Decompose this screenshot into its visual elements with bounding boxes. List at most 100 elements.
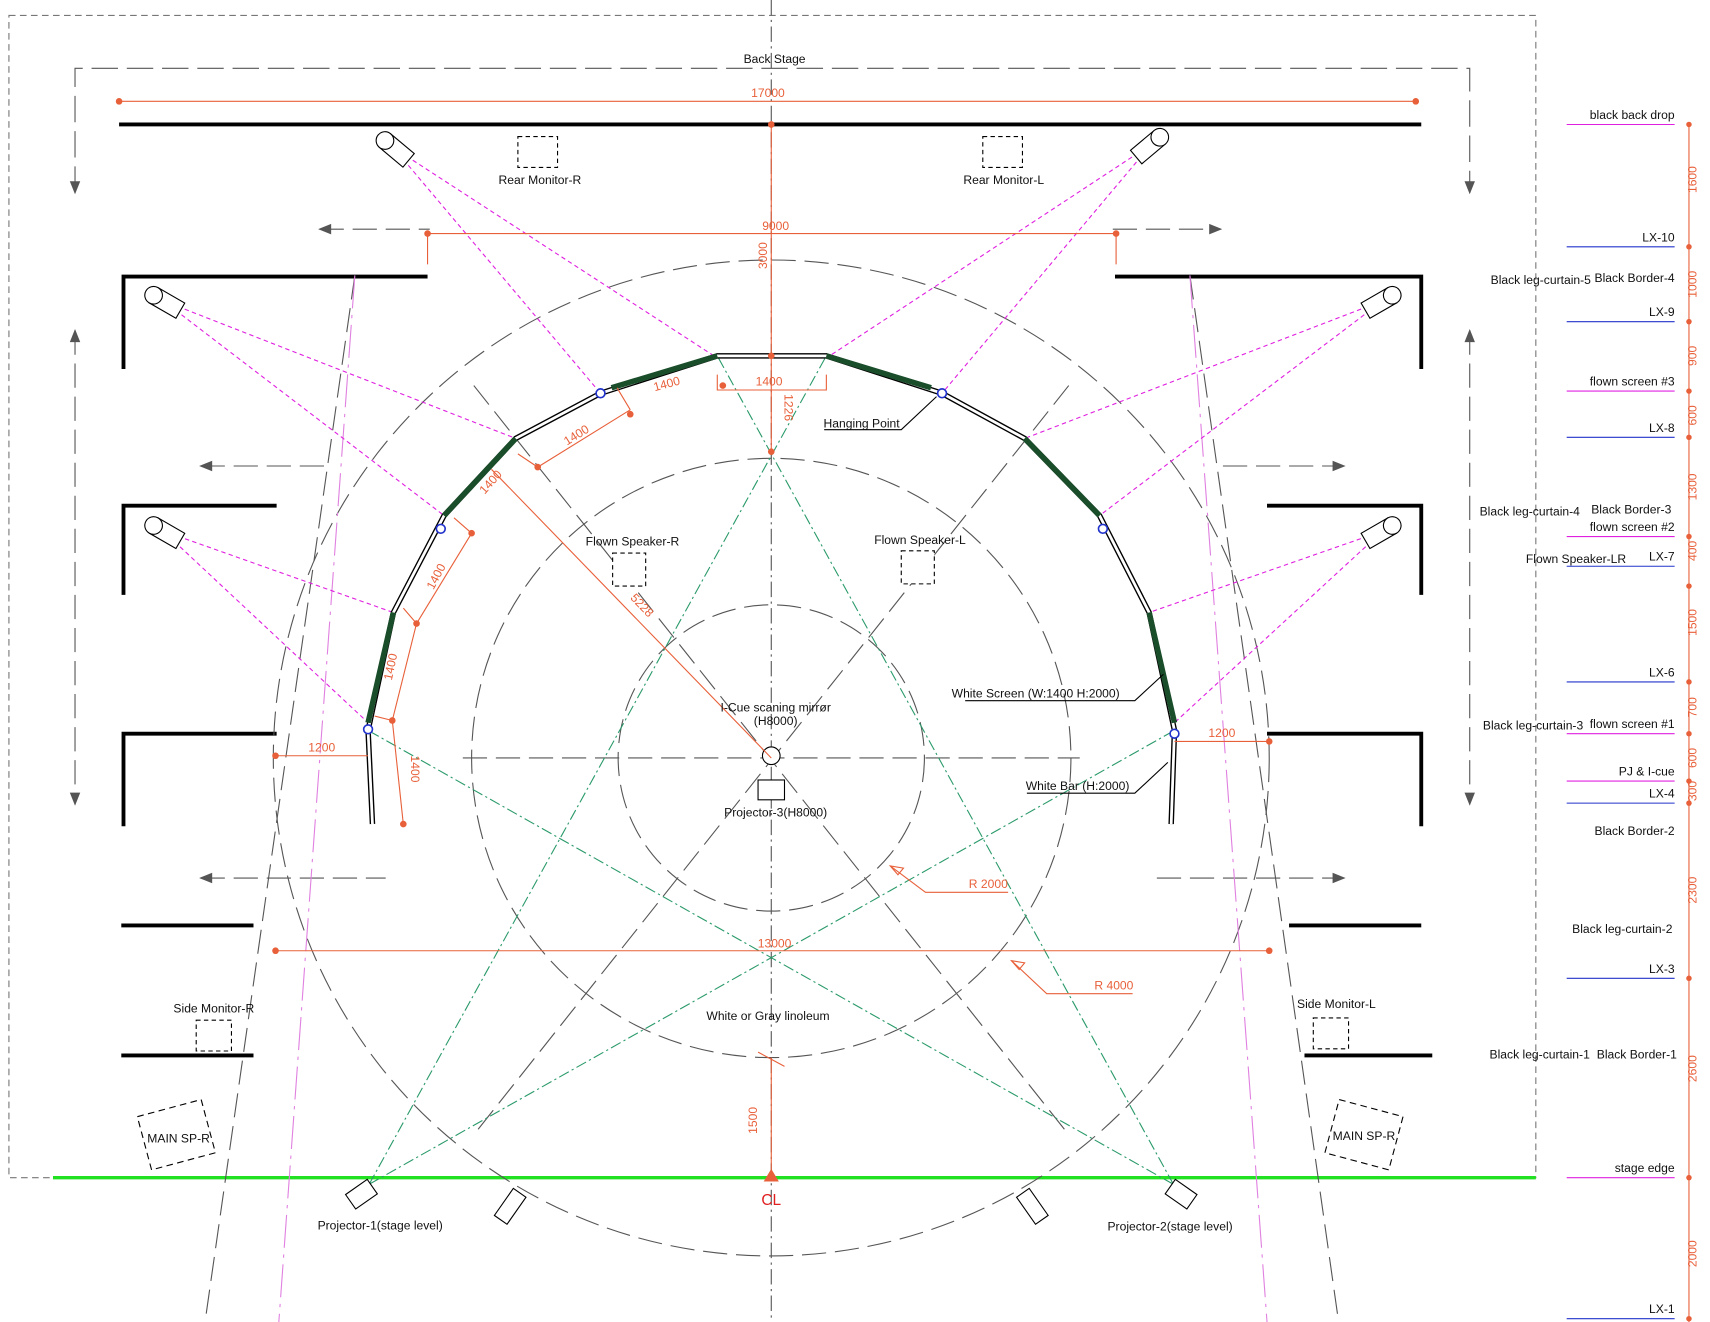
light-beam — [162, 143, 1384, 724]
equipment-icon — [1360, 285, 1402, 320]
label: Flown Speaker-L — [874, 533, 966, 547]
leader-line — [965, 673, 1164, 702]
dimension-line — [719, 382, 727, 389]
leader-line — [824, 396, 1169, 794]
leg-curtain — [121, 274, 1433, 1058]
screen-arc — [936, 388, 948, 399]
leg-curtain — [121, 274, 428, 370]
spacing-label: 2600 — [1686, 1055, 1700, 1082]
equipment-icon — [136, 127, 1404, 1226]
dimension: 17000 — [751, 86, 785, 100]
spacing-label: 300 — [1686, 781, 1700, 801]
dimension-line — [491, 468, 772, 759]
equipment-icon — [375, 131, 395, 150]
equipment-icon — [757, 779, 786, 801]
legend-note: Black Border-2 — [1595, 824, 1675, 838]
label: I-Cue scaning mirrør — [721, 701, 831, 715]
equipment-icon — [517, 136, 559, 169]
spacing-tick — [1686, 730, 1692, 737]
legend-label: black back drop — [1590, 108, 1675, 122]
dimension-line — [757, 1051, 785, 1067]
legend-label: LX-4 — [1649, 787, 1675, 801]
equipment-icon — [493, 1187, 527, 1226]
spacing-tick — [1686, 388, 1692, 394]
label: Hanging Point — [824, 416, 901, 430]
spacing-tick — [1686, 244, 1692, 250]
spacing-tick — [1686, 1174, 1692, 1181]
label: White Bar (H:2000) — [1026, 779, 1130, 793]
legend-note: Black Border-1 — [1597, 1048, 1677, 1062]
dimension-line — [1112, 230, 1120, 237]
spacing-tick — [1686, 434, 1692, 441]
legend-label: PJ & I-cue — [1619, 765, 1675, 779]
equipment-icon — [612, 552, 647, 587]
traffic-arrow — [69, 181, 1475, 884]
dimension: 1400 — [561, 422, 591, 448]
dimension-line — [889, 865, 1009, 893]
coverage-circle — [204, 275, 356, 1322]
dimension: R 2000 — [969, 877, 1008, 891]
dimension-line — [468, 529, 475, 537]
leg-curtain — [1267, 503, 1424, 595]
label: White Screen (W:1400 H:2000) — [952, 686, 1120, 700]
spacing-label: 2000 — [1686, 1240, 1700, 1267]
stage-outline — [74, 67, 1471, 193]
leg-curtain — [1267, 731, 1424, 827]
equipment-icon — [344, 1178, 379, 1210]
dimension-line — [1265, 947, 1273, 955]
spacing-tick — [1686, 778, 1692, 784]
dimension: 9000 — [762, 219, 789, 233]
legend: Black leg-curtain-5 Black Border-4 Black… — [1480, 108, 1700, 1322]
legend-label: stage edge — [1615, 1161, 1675, 1175]
legend-label: flown screen #3 — [1590, 375, 1675, 389]
spacing-tick — [1686, 583, 1692, 589]
coverage-circle — [1189, 275, 1340, 1322]
dimension-line — [388, 717, 396, 724]
legend-note: Black Border-3 — [1591, 502, 1671, 516]
projection-line — [368, 355, 827, 1185]
dimension-label: 17000 9000 3000 1400 1400 1226 1400 1400… — [308, 86, 1235, 1134]
dimension: 1400 — [381, 652, 400, 682]
label: MAIN SP-R — [147, 1131, 210, 1145]
coverage-circle — [1189, 275, 1268, 1322]
dimension-line — [413, 620, 420, 627]
dimension-line — [534, 463, 542, 471]
equipment-icon — [761, 746, 781, 766]
dimension-line — [272, 752, 279, 760]
centre-line: CL — [761, 1192, 781, 1209]
dimension-line — [1011, 960, 1133, 995]
equipment-icon — [144, 285, 163, 305]
dimension-line — [767, 121, 775, 128]
equipment-icon — [136, 1098, 217, 1171]
spacing-label: 1000 — [1686, 271, 1700, 298]
coverage-circle — [278, 275, 356, 1322]
label: Side Monitor-L — [1297, 997, 1376, 1011]
leg-curtain — [1114, 274, 1424, 370]
label: (H8000) — [754, 714, 798, 728]
projection-line — [367, 355, 1175, 1185]
legend-note: Black leg-curtain-2 — [1572, 922, 1673, 936]
equipment-icon — [1382, 516, 1402, 535]
projection-line — [367, 729, 1174, 1185]
spacing-tick — [1686, 121, 1692, 128]
leader-line — [824, 396, 937, 431]
spacing-tick — [1686, 975, 1692, 982]
equipment-icon — [1324, 1098, 1404, 1171]
dimension: 5228 — [628, 591, 657, 620]
dimension-line — [888, 865, 905, 876]
dimension: 1400 — [408, 755, 422, 782]
light-beam — [162, 143, 1384, 724]
dimension-line — [400, 820, 407, 828]
leg-curtain — [121, 503, 277, 595]
equipment-icon — [1164, 1178, 1198, 1210]
spacing-label: 600 — [1686, 748, 1700, 768]
equipment-icon — [195, 1019, 233, 1052]
spacing-tick — [1686, 318, 1692, 325]
stage-label: Back Stage CL White or Gray linoleum Rea… — [147, 52, 1395, 1234]
legend-note: Black leg-curtain-5 — [1491, 273, 1592, 287]
equipment-icon — [1312, 1017, 1350, 1050]
equipment-icon — [982, 136, 1024, 169]
label: Rear Monitor-R — [499, 173, 582, 187]
spacing-label: 1500 — [1686, 609, 1700, 636]
